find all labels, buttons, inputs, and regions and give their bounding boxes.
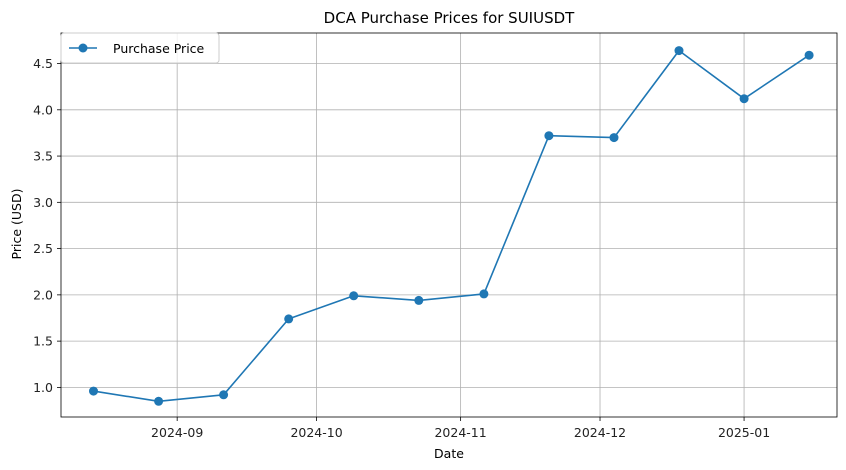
data-point: [154, 396, 164, 406]
data-point: [349, 291, 359, 301]
x-tick-label: 2024-10: [290, 425, 342, 440]
plot-frame: [60, 32, 838, 418]
y-tick-label: 4.5: [33, 56, 53, 71]
y-tick-label: 1.5: [33, 334, 53, 349]
y-tick-label: 3.0: [33, 195, 53, 210]
chart-title: DCA Purchase Prices for SUIUSDT: [324, 9, 575, 27]
axes-layer: 2024-09 2024-10 2024-11 2024-12 2025-01 1.0 1.…: [33, 32, 838, 440]
x-tick-label: 2025-01: [718, 425, 770, 440]
data-point: [804, 50, 814, 60]
x-tick-label: 2024-12: [574, 425, 626, 440]
grid-layer: [61, 33, 837, 417]
data-point: [89, 386, 98, 396]
x-tick-label: 2024-11: [434, 425, 486, 440]
series-layer: [89, 46, 814, 406]
y-tick-label: 4.0: [33, 102, 53, 117]
data-point: [479, 289, 489, 299]
legend-box: [60, 32, 220, 64]
data-point: [219, 390, 229, 400]
y-tick-label: 1.0: [33, 380, 53, 395]
y-tick-label: 2.5: [33, 241, 53, 256]
data-point: [739, 94, 749, 104]
data-point: [284, 314, 294, 324]
y-tick-label: 3.5: [33, 149, 53, 164]
data-point: [414, 295, 424, 305]
x-axis-label: Date: [434, 446, 464, 461]
data-point: [674, 46, 684, 56]
legend-entry-purchase-price: Purchase Price: [113, 41, 205, 56]
y-tick-label: 2.0: [33, 287, 53, 302]
series-line-purchase-price: [93, 49, 810, 403]
data-point: [609, 133, 619, 143]
legend: Purchase Price: [60, 32, 220, 64]
y-axis-label: Price (USD): [9, 189, 24, 260]
legend-marker-swatch: [78, 43, 88, 53]
data-point: [544, 131, 554, 141]
x-tick-label: 2024-09: [151, 425, 203, 440]
